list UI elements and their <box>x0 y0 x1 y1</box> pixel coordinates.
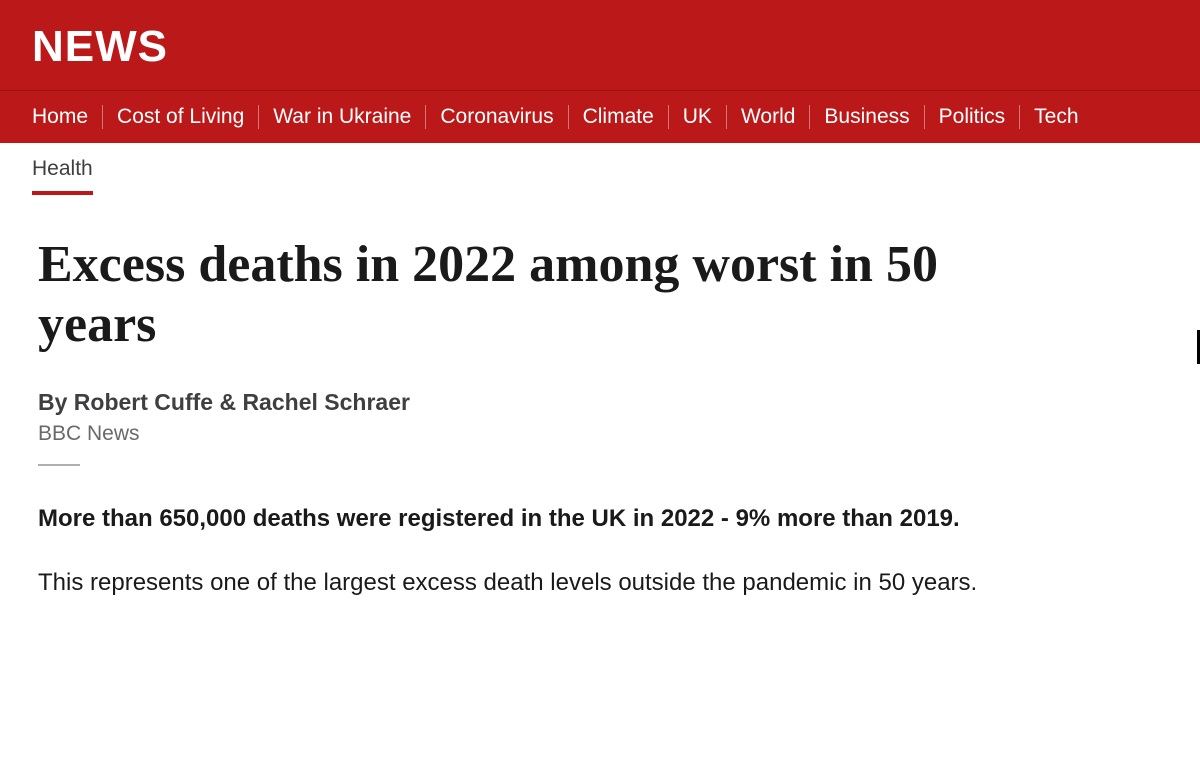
nav-item-war-in-ukraine[interactable]: War in Ukraine <box>273 105 426 129</box>
article-headline: Excess deaths in 2022 among worst in 50 … <box>38 235 1062 355</box>
nav-item-uk[interactable]: UK <box>683 105 727 129</box>
subnav-item-health[interactable]: Health <box>32 157 93 195</box>
primary-nav: Home Cost of Living War in Ukraine Coron… <box>0 91 1200 143</box>
byline-separator <box>38 464 80 466</box>
nav-item-world[interactable]: World <box>741 105 810 129</box>
nav-item-business[interactable]: Business <box>824 105 924 129</box>
banner-title: NEWS <box>32 22 1168 72</box>
nav-item-home[interactable]: Home <box>32 105 103 129</box>
article-body: This represents one of the largest exces… <box>38 566 1062 601</box>
nav-item-cost-of-living[interactable]: Cost of Living <box>117 105 259 129</box>
nav-item-politics[interactable]: Politics <box>939 105 1021 129</box>
article-source: BBC News <box>38 422 1062 446</box>
article-lead: More than 650,000 deaths were registered… <box>38 502 1062 537</box>
news-banner: NEWS <box>0 0 1200 90</box>
nav-item-coronavirus[interactable]: Coronavirus <box>440 105 568 129</box>
nav-item-climate[interactable]: Climate <box>583 105 669 129</box>
page-container: NEWS Home Cost of Living War in Ukraine … <box>0 0 1200 621</box>
article-byline: By Robert Cuffe & Rachel Schraer <box>38 389 1062 416</box>
article: Excess deaths in 2022 among worst in 50 … <box>0 195 1100 621</box>
secondary-nav: Health <box>0 143 1200 195</box>
nav-item-tech[interactable]: Tech <box>1034 105 1078 129</box>
